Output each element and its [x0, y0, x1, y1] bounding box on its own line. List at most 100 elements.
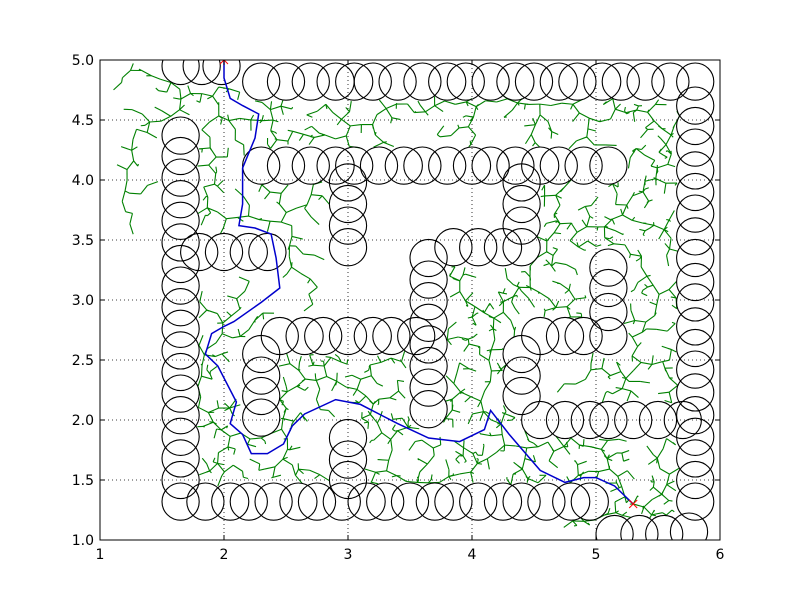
obstacle-circle — [409, 238, 448, 278]
tree-edge — [216, 313, 224, 324]
tree-edge — [229, 403, 234, 409]
obstacle-circle — [446, 62, 485, 101]
tree-edge — [460, 388, 466, 393]
tree-edge — [657, 163, 668, 169]
tree-edge — [455, 279, 460, 282]
tree-edge — [646, 275, 654, 286]
x-tick-label: 4 — [468, 547, 477, 563]
tree-edge — [369, 400, 374, 405]
tree-edge — [120, 146, 132, 151]
tree-edge — [296, 384, 301, 387]
tree-edge — [452, 277, 456, 281]
tree-edge — [666, 473, 670, 485]
tree-edge — [500, 364, 507, 370]
tree-edge — [551, 255, 554, 267]
tree-edge — [604, 216, 611, 221]
tree-edge — [421, 439, 431, 447]
tree-edge — [417, 100, 421, 106]
obstacle-circle — [502, 228, 541, 267]
tree-edge — [465, 101, 469, 107]
goal-marker — [219, 60, 229, 65]
tree-edge — [611, 218, 616, 225]
tree-edge — [626, 470, 635, 480]
tree-edge — [197, 375, 203, 387]
tree-edge — [653, 224, 665, 231]
tree-edge — [187, 85, 192, 94]
tree-edge — [626, 449, 630, 452]
tree-edge — [254, 100, 263, 103]
tree-edge — [232, 335, 241, 339]
tree-edge — [641, 328, 647, 333]
tree-edge — [371, 481, 379, 485]
tree-edge — [468, 144, 472, 148]
tree-edge — [563, 520, 574, 528]
tree-edge — [326, 376, 337, 382]
tree-edge — [199, 301, 208, 311]
tree-edge — [209, 462, 218, 472]
tree-edge — [605, 144, 617, 146]
obstacle-circle — [335, 146, 374, 185]
obstacle-circle — [459, 228, 498, 267]
tree-edge — [459, 362, 470, 370]
tree-edge — [230, 308, 241, 317]
tree-edge — [454, 440, 464, 449]
tree-edge — [390, 357, 396, 364]
tree-edge — [364, 369, 369, 373]
tree-edge — [603, 455, 608, 459]
tree-edge — [271, 476, 274, 479]
tree-edge — [282, 418, 294, 422]
tree-edge — [289, 445, 293, 451]
tree-edge — [200, 214, 206, 226]
tree-edge — [622, 214, 633, 221]
tree-edge — [209, 470, 212, 474]
tree-edge — [356, 388, 367, 397]
tree-edge — [344, 374, 353, 378]
obstacle-circle — [676, 86, 715, 125]
tree-edge — [573, 460, 576, 462]
tree-edge — [472, 322, 477, 326]
tree-edge — [385, 108, 393, 119]
tree-edge — [580, 313, 583, 318]
tree-edge — [198, 335, 204, 346]
tree-edge — [228, 120, 236, 130]
tree-edge — [667, 347, 672, 351]
tree-edge — [644, 227, 650, 232]
tree-edge — [212, 457, 216, 463]
tree-edge — [386, 460, 390, 471]
tree-edge — [292, 130, 304, 135]
tree-edge — [266, 221, 271, 232]
obstacle-circle — [651, 62, 690, 101]
tree-edge — [295, 245, 304, 255]
tree-edge — [664, 399, 672, 404]
tree-edge — [624, 244, 631, 255]
tree-edge — [559, 283, 570, 291]
tree-edge — [532, 117, 536, 125]
obstacle-circle — [409, 390, 448, 429]
obstacle-circle — [409, 346, 448, 386]
tree-edge — [455, 101, 467, 105]
tree-edge — [616, 361, 622, 372]
obstacle-circle — [161, 136, 200, 176]
tree-edge — [577, 205, 586, 211]
tree-edge — [514, 326, 517, 331]
tree-edge — [657, 135, 662, 139]
tree-edge — [464, 396, 472, 403]
tree-edge — [304, 127, 309, 131]
tree-edge — [146, 132, 158, 139]
tree-edge — [455, 450, 464, 457]
tree-edge — [644, 175, 647, 182]
x-tick-label: 1 — [96, 547, 105, 563]
tree-edge — [133, 160, 139, 167]
tree-edge — [224, 402, 231, 409]
tree-edge — [480, 433, 492, 437]
tree-edge — [308, 137, 315, 145]
obstacle-circle — [378, 62, 417, 101]
obstacle-circle — [242, 398, 281, 437]
tree-edge — [485, 100, 497, 103]
tree-edge — [206, 364, 209, 370]
tree-edge — [121, 77, 123, 83]
tree-edge — [496, 444, 505, 453]
tree-edge — [269, 101, 273, 110]
tree-edge — [212, 461, 218, 464]
tree-edge — [610, 108, 616, 120]
